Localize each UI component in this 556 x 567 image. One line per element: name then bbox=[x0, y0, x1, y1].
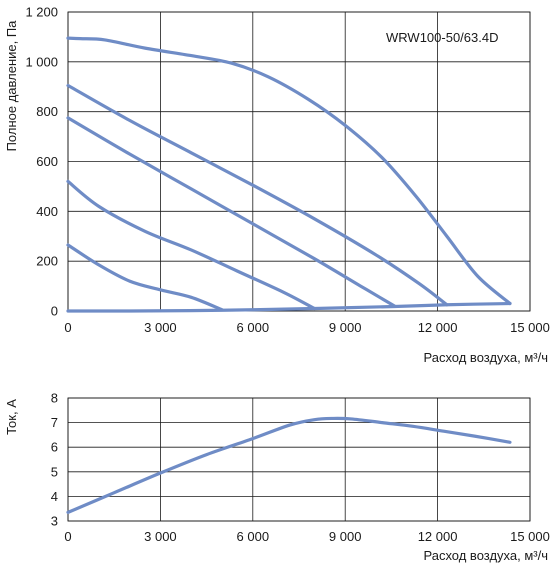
pressure-x-tick-label: 15 000 bbox=[510, 320, 550, 335]
pressure-chart-x-ticks: 0 3 000 6 000 9 000 12 000 15 000 bbox=[64, 320, 550, 335]
pressure-series-line-2 bbox=[66, 116, 397, 308]
pressure-y-tick-label: 1 000 bbox=[25, 54, 58, 69]
pressure-series-line-0 bbox=[66, 36, 512, 306]
pressure-x-tick-label: 3 000 bbox=[144, 320, 177, 335]
pressure-y-tick-label: 200 bbox=[36, 254, 58, 269]
pressure-y-tick-label: 600 bbox=[36, 154, 58, 169]
pressure-chart: 0 200 400 600 800 1 000 1 200 0 3 000 6 000 9 000… bbox=[4, 5, 550, 366]
pressure-series-line-4 bbox=[66, 243, 224, 312]
current-x-tick-label: 3 000 bbox=[144, 529, 177, 544]
pressure-chart-curves bbox=[66, 36, 512, 313]
current-y-tick-label: 8 bbox=[51, 391, 58, 406]
current-chart-grid bbox=[67, 397, 531, 522]
pressure-x-tick-label: 9 000 bbox=[329, 320, 362, 335]
current-x-axis-label: Расход воздуха, м³/ч bbox=[423, 548, 548, 563]
pressure-chart-frame bbox=[67, 11, 531, 312]
current-y-tick-label: 6 bbox=[51, 440, 58, 455]
current-y-tick-label: 3 bbox=[51, 514, 58, 529]
current-y-tick-label: 5 bbox=[51, 464, 58, 479]
current-x-tick-label: 15 000 bbox=[510, 529, 550, 544]
model-label: WRW100-50/63.4D bbox=[386, 30, 498, 45]
current-x-tick-label: 9 000 bbox=[329, 529, 362, 544]
current-chart: 3 4 5 6 7 8 0 3 000 6 000 9 000 12 000 15 000 Ток,… bbox=[4, 391, 550, 564]
current-chart-frame bbox=[67, 397, 531, 522]
pressure-chart-grid bbox=[67, 11, 531, 312]
pressure-x-axis-label: Расход воздуха, м³/ч bbox=[423, 350, 548, 365]
current-x-tick-label: 6 000 bbox=[237, 529, 270, 544]
current-y-axis-label: Ток, А bbox=[4, 399, 19, 435]
pressure-x-tick-label: 0 bbox=[64, 320, 71, 335]
pressure-series-line-3 bbox=[66, 179, 316, 311]
current-chart-x-ticks: 0 3 000 6 000 9 000 12 000 15 000 bbox=[64, 529, 550, 544]
pressure-y-tick-label: 400 bbox=[36, 204, 58, 219]
current-chart-y-ticks: 3 4 5 6 7 8 bbox=[51, 391, 58, 529]
pressure-x-tick-label: 6 000 bbox=[237, 320, 270, 335]
pressure-series-line-5 bbox=[66, 301, 512, 313]
current-x-tick-label: 12 000 bbox=[418, 529, 458, 544]
pressure-series-line-1 bbox=[66, 83, 449, 307]
current-series-line-0 bbox=[66, 416, 512, 514]
current-y-tick-label: 4 bbox=[51, 489, 58, 504]
current-chart-curves bbox=[66, 416, 512, 514]
current-y-tick-label: 7 bbox=[51, 415, 58, 430]
pressure-y-tick-label: 1 200 bbox=[25, 5, 58, 20]
pressure-y-axis-label: Полное давление, Па bbox=[4, 20, 19, 152]
pressure-chart-y-ticks: 0 200 400 600 800 1 000 1 200 bbox=[25, 5, 58, 319]
pressure-y-tick-label: 0 bbox=[51, 304, 58, 319]
pressure-x-tick-label: 12 000 bbox=[418, 320, 458, 335]
pressure-y-tick-label: 800 bbox=[36, 104, 58, 119]
current-x-tick-label: 0 bbox=[64, 529, 71, 544]
